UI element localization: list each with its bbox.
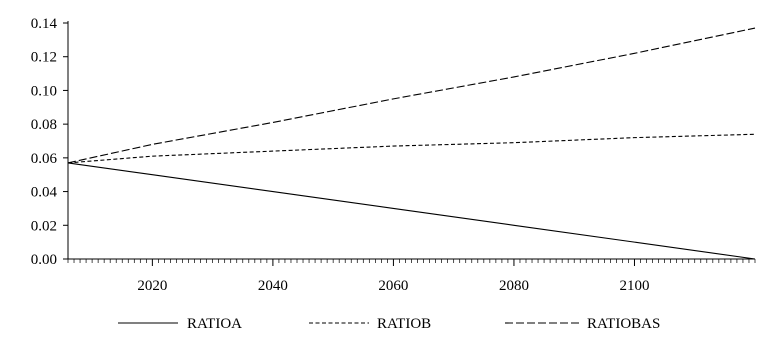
axes: 0.00 0.02 0.04 0.06 0.08 0.10 0.12 0.14 2020 2040…	[31, 16, 756, 294]
series-line-ratiobas	[67, 27, 756, 164]
y-tick-label: 0.06	[31, 151, 58, 167]
x-tick-label: 2060	[378, 278, 408, 294]
series-line-ratioa	[67, 162, 756, 260]
legend-label-ratiob: RATIOB	[377, 316, 431, 332]
x-tick-label: 2020	[137, 278, 167, 294]
legend-label-ratioa: RATIOA	[187, 316, 242, 332]
legend: RATIOA RATIOB RATIOBAS	[118, 316, 660, 332]
y-tick-label: 0.10	[31, 83, 57, 99]
x-tick-label: 2100	[619, 278, 649, 294]
x-tick-label: 2040	[258, 278, 288, 294]
y-tick-label: 0.00	[31, 252, 57, 268]
x-tick-label: 2080	[499, 278, 529, 294]
y-tick-label: 0.12	[31, 50, 57, 66]
y-tick-label: 0.04	[31, 185, 58, 201]
series-layer	[67, 27, 756, 260]
y-tick-label: 0.02	[31, 218, 57, 234]
series-line-ratiob	[67, 133, 756, 164]
legend-label-ratiobas: RATIOBAS	[587, 316, 660, 332]
y-tick-label: 0.08	[31, 117, 57, 133]
y-tick-label: 0.14	[31, 16, 58, 32]
